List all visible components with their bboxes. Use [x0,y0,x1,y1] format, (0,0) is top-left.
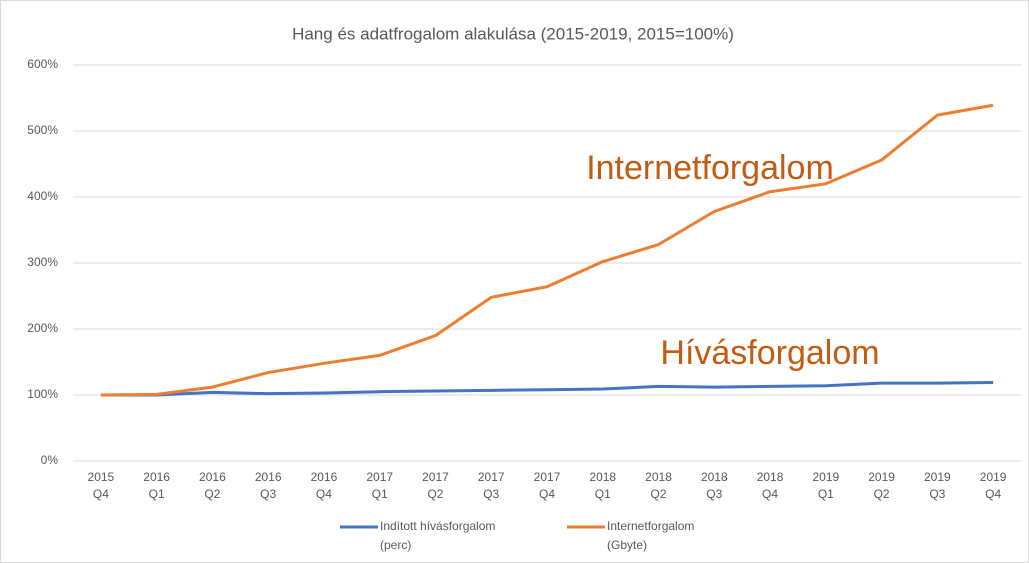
x-tick-label: Q2 [427,487,443,501]
x-tick-label: Q2 [204,487,220,501]
x-tick-label: Q4 [985,487,1001,501]
x-tick-label: 2019 [924,470,951,484]
legend-label: Indított hívásforgalom (perc) [380,519,496,552]
x-tick-label: Q1 [818,487,834,501]
x-tick-label: 2016 [311,470,338,484]
y-tick-label: 100% [27,387,58,401]
x-tick-label: Q4 [762,487,778,501]
x-tick-label: 2018 [645,470,672,484]
legend-label: Internetforgalom (Gbyte) [607,519,695,552]
x-tick-label: Q2 [651,487,667,501]
x-tick-label: 2017 [478,470,505,484]
x-tick-label: Q1 [149,487,165,501]
x-tick-label: 2017 [534,470,561,484]
chart-title: Hang és adatfrogalom alakulása (2015-201… [292,24,734,43]
y-tick-label: 0% [41,453,59,467]
y-tick-label: 500% [27,123,58,137]
x-tick-label: 2018 [589,470,616,484]
x-tick-label: 2018 [757,470,784,484]
annotation: Hívásforgalom [660,334,879,372]
y-tick-label: 200% [27,321,58,335]
x-tick-label: 2019 [812,470,839,484]
y-tick-label: 600% [27,57,58,71]
x-tick-label: 2017 [366,470,393,484]
x-tick-label: Q3 [260,487,276,501]
x-tick-label: 2018 [701,470,728,484]
line-series [100,103,994,397]
x-tick-label: Q4 [539,487,555,501]
x-tick-label: 2016 [143,470,170,484]
x-tick-label: 2019 [980,470,1007,484]
x-tick-label: 2016 [255,470,282,484]
x-tick-label: 2017 [422,470,449,484]
x-tick-label: Q4 [316,487,332,501]
y-tick-label: 400% [27,189,58,203]
y-tick-label: 300% [27,255,58,269]
line-series [100,380,994,397]
x-tick-label: 2019 [868,470,895,484]
x-tick-label: Q4 [93,487,109,501]
x-tick-label: Q1 [372,487,388,501]
x-tick-label: 2015 [88,470,115,484]
x-tick-label: Q3 [483,487,499,501]
annotation: Internetforgalom [586,149,834,187]
x-tick-label: Q1 [595,487,611,501]
x-tick-label: Q2 [874,487,890,501]
x-tick-label: Q3 [929,487,945,501]
x-tick-label: 2016 [199,470,226,484]
x-tick-label: Q3 [706,487,722,501]
